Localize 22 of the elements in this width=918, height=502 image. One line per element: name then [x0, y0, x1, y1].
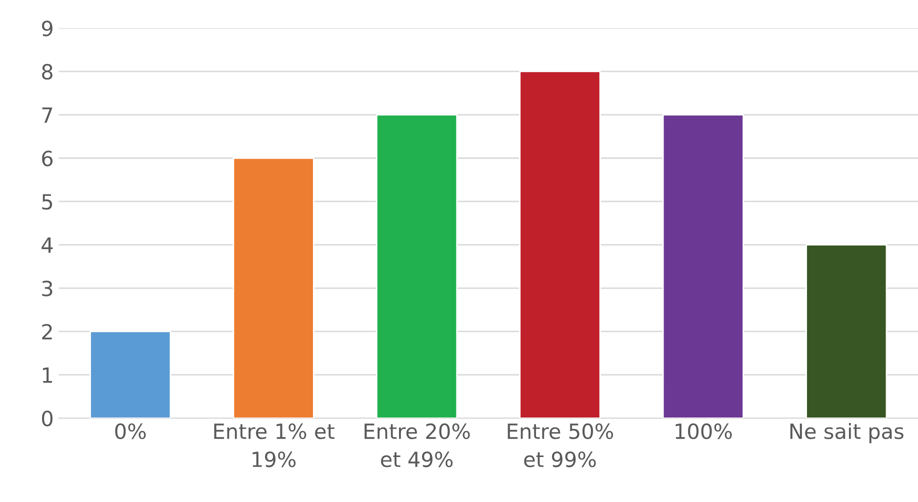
- bar: [662, 114, 744, 418]
- bar: [519, 70, 601, 418]
- x-tick-label: Ne sait pas: [790, 423, 904, 444]
- y-tick-label: 0: [42, 410, 53, 426]
- y-tick-label: 3: [42, 280, 52, 296]
- bar: [806, 244, 888, 418]
- bar: [90, 330, 172, 418]
- y-tick-label: 1: [42, 368, 52, 383]
- y-tick-label: 4: [42, 238, 53, 253]
- y-tick-label: 9: [42, 20, 52, 36]
- y-tick-label: 8: [42, 64, 52, 80]
- x-tick-label: Entre 1% et 19%: [214, 423, 334, 468]
- bar: [376, 114, 458, 418]
- y-tick-label: 7: [42, 108, 52, 123]
- y-tick-label: 6: [42, 150, 53, 166]
- bar: [232, 157, 314, 418]
- x-tick-label: 0%: [115, 423, 146, 440]
- x-tick-label: Entre 20% et 49%: [364, 423, 470, 468]
- y-tick-label: 5: [42, 194, 52, 210]
- y-tick-label: 2: [42, 324, 52, 340]
- x-tick-label: 100%: [676, 423, 732, 440]
- x-tick-label: Entre 50% et 99%: [508, 423, 614, 468]
